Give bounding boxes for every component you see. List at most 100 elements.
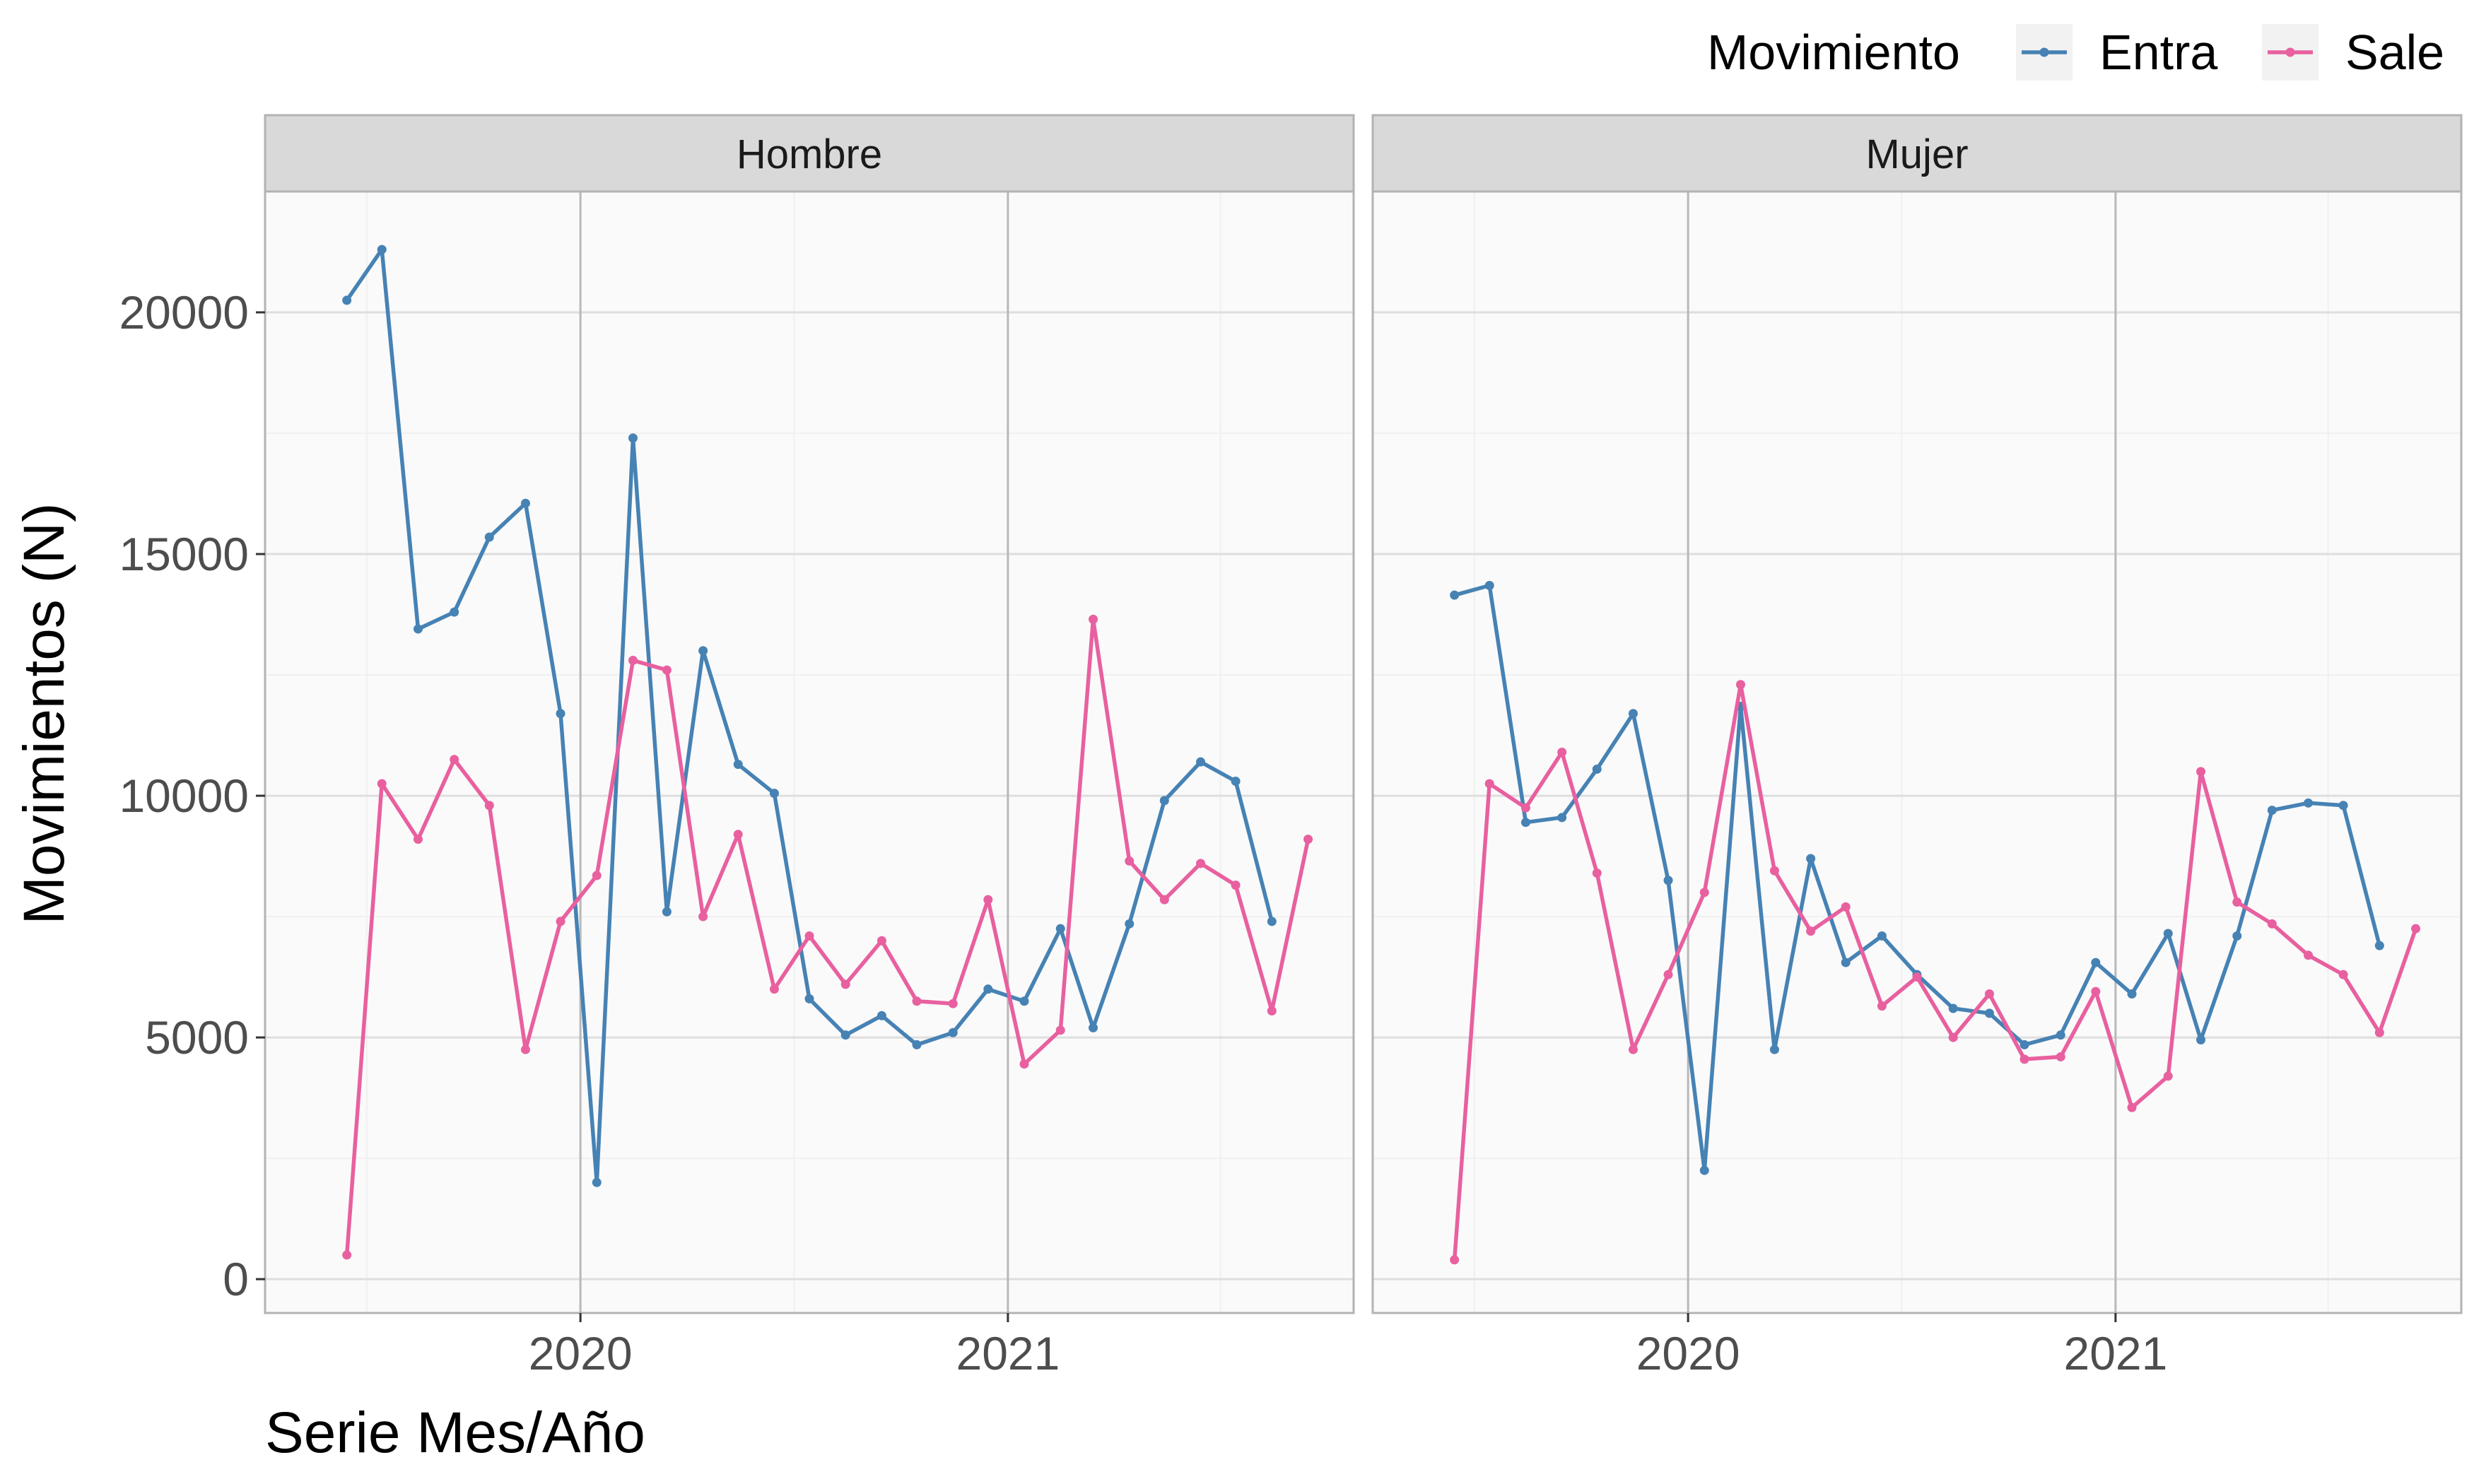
data-point-sale xyxy=(1769,866,1779,876)
data-point-entra xyxy=(1806,854,1816,864)
data-point-sale xyxy=(662,665,672,675)
data-point-sale xyxy=(1699,888,1709,897)
data-point-entra xyxy=(983,984,993,994)
legend-key-point xyxy=(2039,47,2049,57)
data-point-entra xyxy=(2056,1030,2065,1040)
data-point-sale xyxy=(912,996,922,1006)
facet-strip xyxy=(1371,114,2463,193)
data-point-entra xyxy=(2374,941,2384,950)
x-tick-label: 2021 xyxy=(956,1327,1060,1379)
facet-strip-label: Hombre xyxy=(737,131,882,177)
data-point-sale xyxy=(877,936,886,946)
data-point-entra xyxy=(1159,796,1169,806)
data-point-entra xyxy=(2304,798,2314,808)
facet-panel-mujer: Mujer 2020 2021 xyxy=(1371,114,2463,1379)
y-axis: 0 5000 10000 15000 20000 xyxy=(119,286,265,1305)
data-point-sale xyxy=(1125,856,1135,866)
y-tick-label: 15000 xyxy=(119,528,249,580)
data-point-sale xyxy=(840,979,850,989)
data-point-sale xyxy=(2019,1054,2029,1064)
data-point-entra xyxy=(1484,581,1494,591)
x-tick-label: 2020 xyxy=(1636,1327,1740,1379)
data-point-entra xyxy=(804,994,814,1003)
data-point-entra xyxy=(1196,757,1206,767)
data-point-entra xyxy=(1520,818,1530,828)
legend-title: Movimiento xyxy=(1707,25,1960,80)
data-point-entra xyxy=(1019,996,1029,1006)
data-point-sale xyxy=(1019,1059,1029,1069)
data-point-sale xyxy=(2267,919,2277,929)
data-point-sale xyxy=(484,801,494,811)
data-point-sale xyxy=(450,755,459,765)
data-point-sale xyxy=(628,656,638,666)
data-point-entra xyxy=(1267,917,1277,926)
legend: Movimiento Entra Sale xyxy=(1707,24,2444,81)
data-point-sale xyxy=(520,1044,530,1054)
data-point-entra xyxy=(2232,931,2242,941)
data-point-sale xyxy=(1841,902,1851,912)
data-point-sale xyxy=(1089,614,1098,624)
data-point-entra xyxy=(948,1027,958,1037)
data-point-entra xyxy=(1984,1008,1994,1018)
data-point-entra xyxy=(2091,958,2101,967)
data-point-entra xyxy=(2267,806,2277,815)
y-tick-label: 5000 xyxy=(145,1011,249,1064)
plot-background xyxy=(265,192,1354,1313)
data-point-entra xyxy=(2338,801,2348,811)
data-point-sale xyxy=(592,871,602,881)
legend-key-point xyxy=(2285,47,2295,57)
y-axis-title: Movimientos (N) xyxy=(12,503,76,925)
data-point-sale xyxy=(1196,859,1206,868)
data-point-sale xyxy=(1663,970,1673,979)
data-point-entra xyxy=(877,1011,886,1020)
data-point-entra xyxy=(912,1040,922,1049)
data-point-entra xyxy=(2196,1035,2206,1045)
data-point-entra xyxy=(733,760,743,770)
data-point-entra xyxy=(520,498,530,508)
data-point-sale xyxy=(1912,972,1922,982)
data-point-sale xyxy=(1806,926,1816,936)
data-point-entra xyxy=(377,245,387,254)
data-point-entra xyxy=(1699,1165,1709,1175)
data-point-sale xyxy=(733,830,743,840)
data-point-sale xyxy=(2127,1102,2137,1112)
series-line-sale xyxy=(344,617,1311,1256)
data-point-entra xyxy=(1663,876,1673,885)
plot-background xyxy=(1373,192,2461,1313)
facet-panel-hombre: Hombre 2020 2021 xyxy=(264,114,1355,1379)
data-point-sale xyxy=(2056,1052,2065,1061)
data-point-entra xyxy=(1055,924,1065,934)
data-point-entra xyxy=(1231,777,1241,787)
data-point-entra xyxy=(1877,931,1887,941)
data-point-entra xyxy=(628,433,638,443)
data-point-entra xyxy=(484,532,494,542)
data-point-entra xyxy=(769,789,779,799)
data-point-entra xyxy=(342,295,352,305)
data-point-entra xyxy=(698,646,708,656)
data-point-sale xyxy=(804,931,814,941)
data-point-sale xyxy=(1450,1255,1460,1265)
data-point-entra xyxy=(556,709,565,719)
data-point-entra xyxy=(2163,929,2173,938)
data-point-sale xyxy=(769,984,779,994)
x-tick-label: 2020 xyxy=(529,1327,633,1379)
data-point-sale xyxy=(1303,835,1313,844)
data-point-entra xyxy=(840,1030,850,1040)
data-point-sale xyxy=(1231,881,1241,890)
x-axis-title: Serie Mes/Año xyxy=(265,1401,645,1465)
data-point-entra xyxy=(1628,709,1638,719)
data-point-entra xyxy=(592,1177,602,1187)
series-line-sale xyxy=(1452,682,2418,1261)
x-tick-label: 2021 xyxy=(2063,1327,2167,1379)
data-point-entra xyxy=(662,907,672,917)
data-point-entra xyxy=(413,624,423,634)
data-point-sale xyxy=(1520,803,1530,813)
data-point-sale xyxy=(2163,1071,2173,1081)
data-point-sale xyxy=(377,779,387,789)
data-point-sale xyxy=(1484,779,1494,789)
data-point-entra xyxy=(1841,958,1851,967)
data-point-sale xyxy=(2304,950,2314,960)
data-point-entra xyxy=(1450,590,1460,600)
legend-label-entra: Entra xyxy=(2099,25,2217,80)
